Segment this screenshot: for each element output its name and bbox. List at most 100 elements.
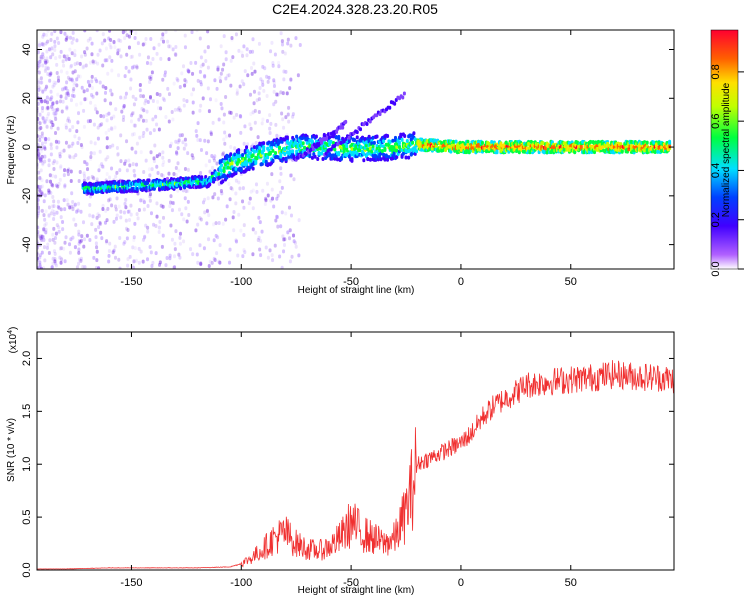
heatmap-noise-cell (101, 203, 105, 208)
heatmap-noise-cell (107, 128, 111, 133)
heatmap-noise-cell (219, 188, 223, 193)
heatmap-noise-cell (121, 30, 125, 35)
heatmap-noise-cell (252, 61, 256, 66)
heatmap-noise-cell (107, 111, 111, 116)
heatmap-noise-cell (124, 91, 128, 96)
heatmap-noise-cell (222, 120, 226, 125)
heatmap-noise-cell (160, 173, 164, 178)
heatmap-noise-cell (58, 154, 62, 159)
heatmap-noise-cell (76, 208, 80, 213)
heatmap-noise-cell (98, 80, 102, 85)
heatmap-noise-cell (176, 78, 180, 83)
heatmap-noise-cell (208, 159, 212, 164)
heatmap-noise-cell (143, 234, 147, 239)
heatmap-noise-cell (114, 255, 118, 260)
heatmap-noise-cell (45, 245, 49, 250)
heatmap-noise-cell (206, 139, 210, 144)
colorbar-label: Normalized spectral amplitude (721, 82, 732, 217)
heatmap-noise-cell (284, 115, 288, 120)
heatmap-noise-cell (112, 114, 116, 119)
heatmap-noise-cell (148, 192, 152, 197)
heatmap-noise-cell (43, 120, 47, 125)
heatmap-noise-cell (191, 252, 195, 257)
heatmap-noise-cell (101, 164, 105, 169)
heatmap-noise-cell (38, 112, 42, 117)
heatmap-noise-cell (75, 129, 79, 134)
heatmap-noise-cell (110, 116, 114, 121)
heatmap-noise-cell (91, 94, 95, 99)
heatmap-noise-cell (196, 78, 200, 83)
heatmap-noise-cell (37, 233, 40, 238)
heatmap-noise-cell (156, 170, 160, 175)
heatmap-noise-cell (251, 252, 255, 257)
heatmap-noise-cell (50, 204, 54, 209)
heatmap-noise-cell (130, 54, 134, 59)
heatmap-cell (408, 133, 412, 138)
heatmap-noise-cell (265, 181, 269, 186)
heatmap-noise-cell (279, 190, 283, 195)
heatmap-noise-cell (183, 78, 187, 83)
heatmap-noise-cell (56, 75, 60, 80)
heatmap-noise-cell (109, 37, 113, 42)
heatmap-noise-cell (68, 47, 72, 52)
heatmap-noise-cell (46, 39, 50, 44)
heatmap-noise-cell (142, 200, 146, 205)
heatmap-noise-cell (53, 251, 57, 256)
heatmap-noise-cell (41, 162, 45, 167)
heatmap-noise-cell (108, 241, 112, 246)
heatmap-noise-cell (75, 38, 79, 43)
heatmap-noise-cell (184, 79, 188, 84)
heatmap-noise-cell (123, 240, 127, 245)
heatmap-noise-cell (203, 74, 207, 79)
heatmap-noise-cell (66, 118, 70, 123)
heatmap-noise-cell (186, 69, 190, 74)
heatmap-noise-cell (131, 110, 135, 115)
heatmap-noise-cell (237, 180, 241, 185)
heatmap-noise-cell (174, 30, 178, 33)
heatmap-noise-cell (173, 241, 177, 246)
heatmap-noise-cell (294, 244, 298, 249)
heatmap-noise-cell (51, 194, 55, 199)
heatmap-noise-cell (272, 78, 276, 83)
heatmap-noise-cell (234, 191, 238, 196)
heatmap-noise-cell (43, 58, 47, 63)
heatmap-noise-cell (157, 230, 161, 235)
heatmap-noise-cell (258, 85, 262, 90)
heatmap-cell (237, 150, 241, 155)
heatmap-noise-cell (123, 30, 127, 33)
heatmap-noise-cell (53, 44, 57, 49)
heatmap-noise-cell (51, 123, 55, 128)
heatmap-cell (341, 125, 345, 130)
heatmap-noise-cell (291, 112, 295, 117)
heatmap-noise-cell (106, 155, 110, 160)
heatmap-noise-cell (53, 240, 57, 245)
heatmap-noise-cell (95, 215, 99, 220)
heatmap-cell (233, 152, 237, 157)
heatmap-noise-cell (289, 173, 293, 178)
heatmap-noise-cell (174, 45, 178, 50)
heatmap-noise-cell (57, 229, 61, 234)
heatmap-noise-cell (213, 78, 217, 83)
heatmap-noise-cell (37, 184, 40, 189)
heatmap-noise-cell (155, 51, 159, 56)
heatmap-noise-cell (47, 111, 51, 116)
heatmap-noise-cell (92, 61, 96, 66)
heatmap-noise-cell (44, 84, 48, 89)
heatmap-noise-cell (53, 39, 57, 44)
heatmap-noise-cell (86, 167, 90, 172)
heatmap-cell (239, 168, 243, 173)
heatmap-noise-cell (259, 77, 263, 82)
heatmap-noise-cell (59, 30, 63, 35)
heatmap-cell (392, 151, 396, 156)
heatmap-cell (314, 134, 318, 139)
heatmap-cell (301, 141, 305, 146)
heatmap-noise-cell (54, 263, 58, 268)
heatmap-noise-cell (287, 105, 291, 110)
heatmap-noise-cell (284, 211, 288, 216)
heatmap-noise-cell (125, 33, 129, 38)
heatmap-noise-cell (183, 167, 187, 172)
heatmap-noise-cell (264, 245, 268, 250)
heatmap-noise-cell (123, 161, 127, 166)
heatmap-noise-cell (76, 120, 80, 125)
heatmap-noise-cell (103, 98, 107, 103)
